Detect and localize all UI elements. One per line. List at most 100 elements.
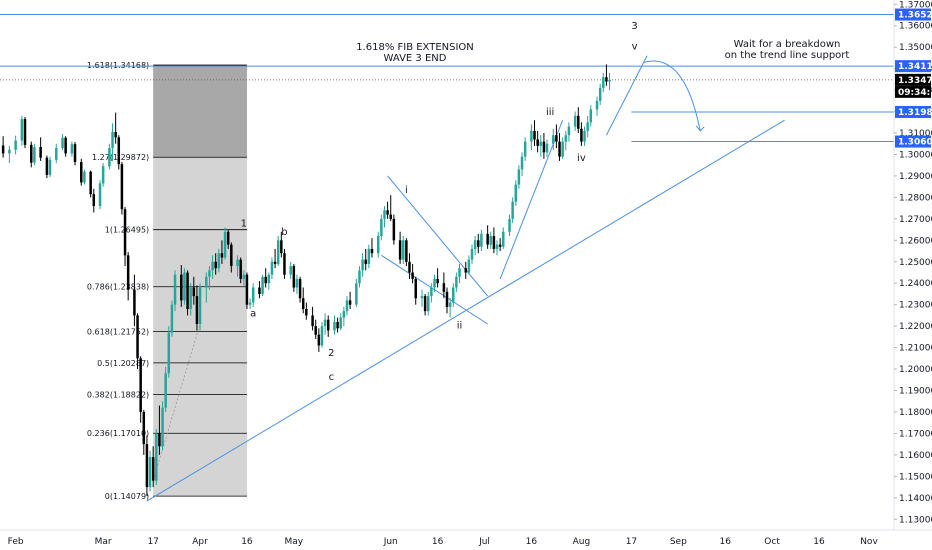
candle-body <box>542 141 546 153</box>
candle-body <box>173 274 177 305</box>
price-tag-label: 1.34118 <box>898 62 932 72</box>
candle-body <box>1 145 5 154</box>
candle-body <box>370 248 374 254</box>
candle-body <box>583 130 586 142</box>
candle-body <box>14 140 17 150</box>
candle-body <box>595 100 599 110</box>
price-tag-label: 1.30603 <box>898 138 932 148</box>
candle-body <box>411 272 414 279</box>
candle-body <box>539 141 543 146</box>
candle-body <box>33 146 36 163</box>
candle-body <box>355 283 358 305</box>
price-tag-box <box>895 60 931 73</box>
fib-level-label: 1(1.26495) <box>105 226 149 235</box>
time-tick-label: 16 <box>241 537 253 547</box>
candle-body <box>489 236 493 245</box>
candle-body <box>426 296 430 312</box>
candle-body <box>364 259 367 264</box>
wave-projection-dashed-line <box>152 323 201 481</box>
candle-body <box>577 115 580 129</box>
candle-body <box>198 287 202 325</box>
price-tag-label: 1.36522 <box>898 11 932 21</box>
projection-arrows <box>643 60 705 132</box>
annotations: 1.618% FIB EXTENSION WAVE 3 END Wait for… <box>356 39 849 64</box>
candle-body <box>39 146 42 158</box>
fib-level-label: 1.618(1.34168) <box>87 61 149 70</box>
candle-body <box>70 144 74 154</box>
wave-label: v <box>632 41 638 52</box>
candle-body <box>189 287 192 309</box>
candle-body <box>226 231 230 245</box>
candle-body <box>486 233 489 245</box>
time-axis[interactable]: Feb Mar 17 Apr 16 May Jun 16 Jul 16 Aug 17 Sep 16 Oct 1… <box>8 537 879 547</box>
time-tick-label: Nov <box>860 537 878 547</box>
wave-label: i <box>405 185 408 196</box>
candle-body <box>55 148 58 160</box>
fib-level-label: 1.27(1.29872) <box>92 153 149 162</box>
candle-body <box>383 210 386 219</box>
candle-body <box>433 278 436 288</box>
candle-body <box>183 272 186 301</box>
candle-body <box>380 218 383 237</box>
price-tag-label: 1.33479 <box>898 76 932 86</box>
candle-body <box>580 128 583 142</box>
candle-body <box>492 236 496 249</box>
candle-body <box>470 248 474 260</box>
candle-body <box>473 240 477 249</box>
candle-body <box>389 214 392 219</box>
price-tick-label: 1.13000 <box>899 515 932 525</box>
candle-body <box>261 276 264 294</box>
candle-body <box>408 261 411 273</box>
candle-body <box>80 162 83 183</box>
candle-body <box>101 166 105 184</box>
candle-body <box>61 137 64 149</box>
price-tick-label: 1.30000 <box>899 150 932 160</box>
candle-body <box>158 433 161 447</box>
candle-body <box>420 296 424 299</box>
candle-body <box>558 141 561 157</box>
candle-body <box>239 259 242 279</box>
candle-body <box>401 240 405 260</box>
candle-body <box>423 296 427 312</box>
time-tick-label: 16 <box>813 537 825 547</box>
candle-body <box>30 144 33 163</box>
candle-body <box>345 300 349 312</box>
candle-body <box>48 159 52 175</box>
candle-body <box>414 278 417 299</box>
candle-body <box>180 274 183 301</box>
price-axis[interactable]: 1.370001.360001.350001.340001.330001.320… <box>894 0 932 525</box>
wave-label: 2 <box>328 348 334 359</box>
fib-title-line2: WAVE 3 END <box>384 53 447 64</box>
candle-body <box>208 270 211 277</box>
time-tick-label: Oct <box>764 537 780 547</box>
candle-body <box>608 79 611 82</box>
candle-body <box>126 255 130 290</box>
candle-body <box>386 210 389 215</box>
wave-label: 1 <box>241 218 247 229</box>
price-tick-label: 1.23000 <box>899 301 932 311</box>
wave-label: iv <box>577 153 586 164</box>
trend-lines[interactable] <box>146 55 785 502</box>
candle-body <box>342 311 346 318</box>
candle-body <box>270 261 274 275</box>
countdown-tag-box <box>895 85 931 98</box>
candle-body <box>251 287 255 303</box>
fib-level-label: 0.618(1.21752) <box>87 327 149 336</box>
candle-body <box>502 231 505 247</box>
candle-body <box>230 244 233 267</box>
horizontal-levels[interactable] <box>0 14 894 143</box>
candle-body <box>145 444 149 488</box>
candle-body <box>242 274 246 279</box>
time-tick-label: 16 <box>719 537 731 547</box>
price-tick-label: 1.35000 <box>899 43 932 53</box>
candlesticks <box>1 64 611 497</box>
candle-body <box>452 287 455 303</box>
candle-body <box>83 171 86 183</box>
candle-body <box>367 248 371 264</box>
time-tick-label: 16 <box>526 537 538 547</box>
price-tick-label: 1.20000 <box>899 365 932 375</box>
candle-body <box>545 143 549 153</box>
price-tick-label: 1.15000 <box>899 472 932 482</box>
wave-label: ii <box>457 320 463 331</box>
